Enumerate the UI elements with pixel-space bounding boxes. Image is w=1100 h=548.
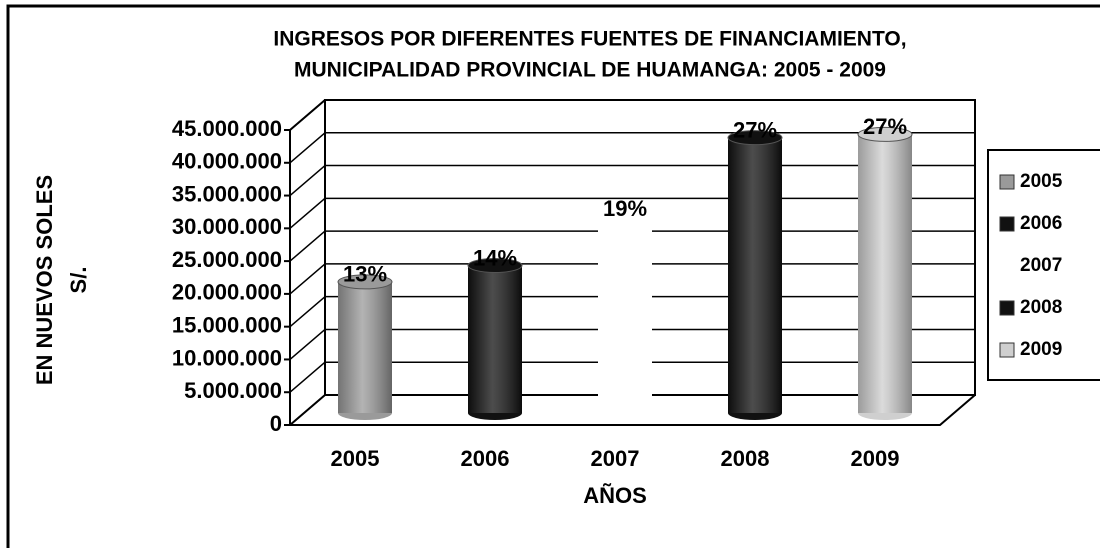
y-tick-label: 15.000.000 <box>172 312 282 337</box>
grid-line <box>289 230 326 262</box>
bar <box>727 130 783 420</box>
y-tick-label: 35.000.000 <box>172 181 282 206</box>
x-tick-label: 2005 <box>331 446 380 471</box>
legend-swatch <box>1000 259 1014 273</box>
bar <box>598 216 652 420</box>
data-label: 14% <box>473 245 517 270</box>
x-tick-label: 2009 <box>851 446 900 471</box>
x-axis-label: AÑOS <box>583 483 647 508</box>
grid-line <box>289 99 326 131</box>
grid-line <box>289 296 326 328</box>
grid-line <box>289 164 326 197</box>
legend-swatch <box>999 342 1015 358</box>
legend-label: 2007 <box>1020 255 1062 276</box>
legend-swatch <box>999 216 1015 232</box>
legend-swatch <box>999 300 1015 316</box>
bar <box>337 274 393 420</box>
y-tick-label: 30.000.000 <box>172 214 282 239</box>
data-label: 27% <box>863 114 907 139</box>
y-tick-label: 10.000.000 <box>172 345 282 370</box>
frame <box>6 4 1100 548</box>
y-axis-label: EN NUEVOS SOLES <box>32 175 57 385</box>
y-tick-label: 20.000.000 <box>172 280 282 305</box>
chart-subtitle: MUNICIPALIDAD PROVINCIAL DE HUAMANGA: 20… <box>294 59 886 82</box>
bar <box>857 126 913 420</box>
legend-swatch <box>999 174 1015 190</box>
y-tick-label: 45.000.000 <box>172 116 282 141</box>
data-label: 27% <box>733 117 777 142</box>
legend-label: 2009 <box>1020 339 1062 360</box>
grid-line <box>289 132 326 164</box>
legend-label: 2005 <box>1020 171 1063 192</box>
legend-label: 2008 <box>1020 297 1062 318</box>
floor <box>290 394 976 426</box>
x-tick-label: 2007 <box>591 446 640 471</box>
grid-line <box>289 361 326 393</box>
y-tick-label: 25.000.000 <box>172 247 282 272</box>
data-label: 19% <box>603 196 647 221</box>
y-axis-unit: S/. <box>66 267 91 294</box>
legend-label: 2006 <box>1020 213 1062 234</box>
chart-title: INGRESOS POR DIFERENTES FUENTES DE FINAN… <box>273 28 906 51</box>
grid-line <box>289 197 326 229</box>
data-label: 13% <box>343 262 387 287</box>
grid-line <box>289 328 326 361</box>
y-tick-label: 40.000.000 <box>172 149 282 174</box>
y-tick-label: 5.000.000 <box>184 378 282 403</box>
grid-line <box>289 394 326 426</box>
x-tick-label: 2008 <box>721 446 770 471</box>
y-tick-label: 0 <box>270 411 282 436</box>
bar <box>467 258 523 420</box>
grid-line <box>289 263 326 295</box>
x-tick-label: 2006 <box>461 446 510 471</box>
